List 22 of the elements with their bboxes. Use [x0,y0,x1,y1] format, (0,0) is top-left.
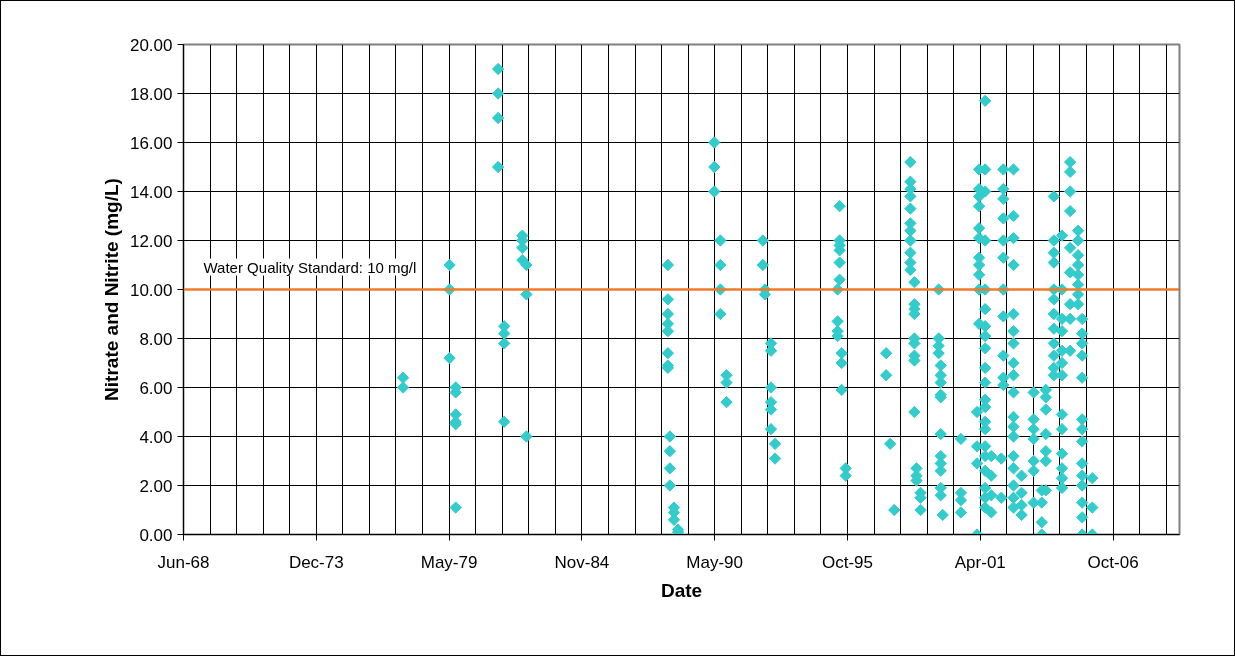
x-tick-label: Apr-01 [954,552,1006,572]
y-tick-label: 12.00 [129,231,173,251]
y-tick-label: 2.00 [139,476,173,496]
y-tick-label: 18.00 [129,84,173,104]
y-tick-label: 16.00 [129,133,173,153]
x-tick-label: Dec-73 [288,552,344,572]
y-axis-title: Nitrate and Nitrite (mg/L) [100,178,122,401]
x-axis-title: Date [660,579,703,601]
y-tick-label: 20.00 [129,35,173,55]
x-tick-label: Oct-95 [821,552,874,572]
x-tick-label: Jun-68 [157,552,210,572]
y-tick-label: 8.00 [139,329,173,349]
y-tick-label: 10.00 [129,280,173,300]
y-tick-label: 0.00 [139,525,173,545]
x-tick-label: May-90 [686,552,744,572]
y-tick-label: 6.00 [139,378,173,398]
x-tick-label: May-79 [420,552,478,572]
x-tick-label: Nov-84 [554,552,610,572]
y-tick-label: 14.00 [129,182,173,202]
x-tick-label: Oct-06 [1087,552,1139,572]
ref-line-label: Water Quality Standard: 10 mg/l [203,258,417,276]
y-tick-label: 4.00 [139,427,173,447]
